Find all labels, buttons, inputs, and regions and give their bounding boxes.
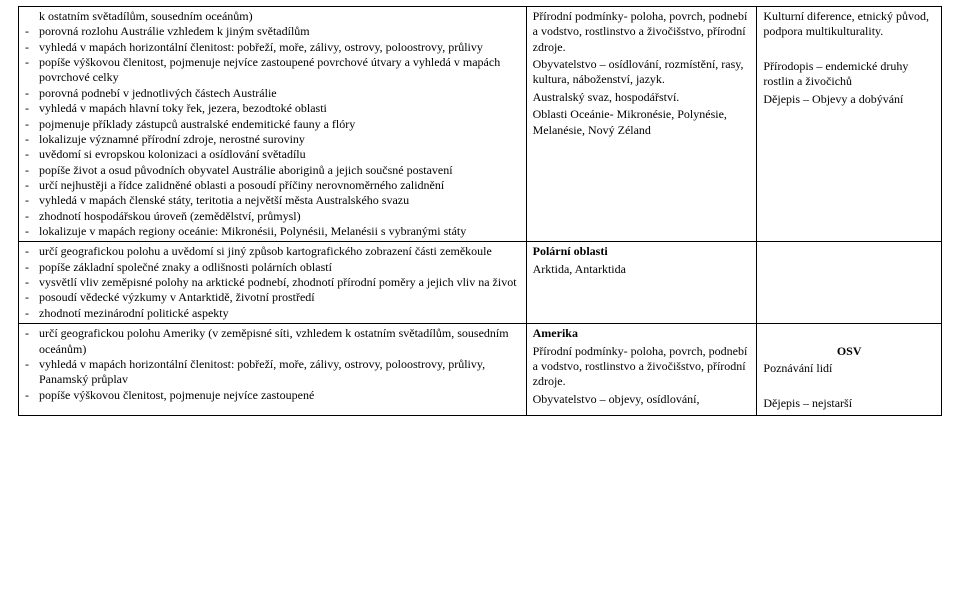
topic-heading: Polární oblasti xyxy=(533,244,751,259)
list-item: vysvětlí vliv zeměpisné polohy na arktic… xyxy=(25,275,520,290)
table-row: určí geografickou polohu a uvědomí si ji… xyxy=(19,242,942,324)
list-item: vyhledá v mapách horizontální členitost:… xyxy=(25,357,520,388)
list-item: lokalizuje v mapách regiony oceánie: Mik… xyxy=(25,224,520,239)
topic-line: Australský svaz, hospodářství. xyxy=(533,90,751,105)
cross-line: Přírodopis – endemické druhy rostlin a ž… xyxy=(763,59,935,90)
cell-topic-0: Přírodní podmínky- poloha, povrch, podne… xyxy=(526,7,757,242)
cross-line: Dějepis – Objevy a dobývání xyxy=(763,92,935,107)
list-item: porovná rozlohu Austrálie vzhledem k jin… xyxy=(25,24,520,39)
cross-line xyxy=(763,42,935,57)
list-item: určí geografickou polohu Ameriky (v země… xyxy=(25,326,520,357)
topic-heading: Amerika xyxy=(533,326,751,341)
topic-line: Přírodní podmínky- poloha, povrch, podne… xyxy=(533,344,751,390)
topic-line: Obyvatelstvo – objevy, osídlování, xyxy=(533,392,751,407)
list-item: určí nejhustěji a řídce zalidněné oblast… xyxy=(25,178,520,193)
cell-cross-1 xyxy=(757,242,942,324)
cell-outcomes-0: k ostatním světadílům, sousedním oceánům… xyxy=(19,7,527,242)
cell-cross-2: OSV Poznávání lidí Dějepis – nejstarší xyxy=(757,324,942,416)
list-item: pojmenuje příklady zástupců australské e… xyxy=(25,117,520,132)
topic-line: Oblasti Oceánie- Mikronésie, Polynésie, … xyxy=(533,107,751,138)
list-item: porovná podnebí v jednotlivých částech A… xyxy=(25,86,520,101)
list-item: popíše výškovou členitost, pojmenuje nej… xyxy=(25,388,520,403)
cross-line-bold: OSV xyxy=(763,344,935,359)
list-item: popíše základní společné znaky a odlišno… xyxy=(25,260,520,275)
cross-line: Dějepis – nejstarší xyxy=(763,396,935,411)
outcome-list: určí geografickou polohu a uvědomí si ji… xyxy=(25,244,520,321)
cross-line: Kulturní diference, etnický původ, podpo… xyxy=(763,9,935,40)
topic-line: Arktida, Antarktida xyxy=(533,262,751,277)
list-item: posoudí vědecké výzkumy v Antarktidě, ži… xyxy=(25,290,520,305)
cell-cross-0: Kulturní diference, etnický původ, podpo… xyxy=(757,7,942,242)
list-item: zhodnotí mezinárodní politické aspekty xyxy=(25,306,520,321)
list-item: vyhledá v mapách hlavní toky řek, jezera… xyxy=(25,101,520,116)
list-item: vyhledá v mapách horizontální členitost:… xyxy=(25,40,520,55)
list-item: zhodnotí hospodářskou úroveň (zemědělstv… xyxy=(25,209,520,224)
list-item: vyhledá v mapách členské státy, teritoti… xyxy=(25,193,520,208)
lead-line: k ostatním světadílům, sousedním oceánům… xyxy=(25,9,520,24)
topic-line: Přírodní podmínky- poloha, povrch, podne… xyxy=(533,9,751,55)
cross-line: Poznávání lidí xyxy=(763,361,935,376)
list-item: lokalizuje významné přírodní zdroje, ner… xyxy=(25,132,520,147)
cross-line xyxy=(763,326,935,341)
cell-topic-2: Amerika Přírodní podmínky- poloha, povrc… xyxy=(526,324,757,416)
document-page: k ostatním světadílům, sousedním oceánům… xyxy=(0,0,960,606)
cell-topic-1: Polární oblasti Arktida, Antarktida xyxy=(526,242,757,324)
cell-outcomes-2: určí geografickou polohu Ameriky (v země… xyxy=(19,324,527,416)
list-item: uvědomí si evropskou kolonizaci a osídlo… xyxy=(25,147,520,162)
list-item: určí geografickou polohu a uvědomí si ji… xyxy=(25,244,520,259)
topic-line: Obyvatelstvo – osídlování, rozmístění, r… xyxy=(533,57,751,88)
list-item: popíše život a osud původních obyvatel A… xyxy=(25,163,520,178)
cell-outcomes-1: určí geografickou polohu a uvědomí si ji… xyxy=(19,242,527,324)
outcome-list: určí geografickou polohu Ameriky (v země… xyxy=(25,326,520,403)
outcome-list: porovná rozlohu Austrálie vzhledem k jin… xyxy=(25,24,520,239)
list-item: popíše výškovou členitost, pojmenuje nej… xyxy=(25,55,520,86)
cross-line xyxy=(763,378,935,393)
table-row: určí geografickou polohu Ameriky (v země… xyxy=(19,324,942,416)
table-row: k ostatním světadílům, sousedním oceánům… xyxy=(19,7,942,242)
curriculum-table: k ostatním světadílům, sousedním oceánům… xyxy=(18,6,942,416)
